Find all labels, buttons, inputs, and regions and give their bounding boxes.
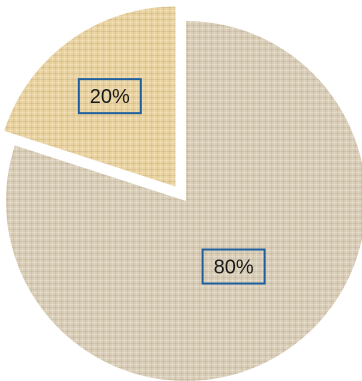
data-label-box-1: [201, 248, 266, 285]
data-label-1: 80%: [214, 257, 254, 279]
data-label-box-2: [77, 78, 142, 115]
pie-slice-2-texture: [4, 6, 176, 187]
data-label-2: 20%: [90, 86, 130, 108]
pie-slice-1-texture: [6, 21, 362, 381]
